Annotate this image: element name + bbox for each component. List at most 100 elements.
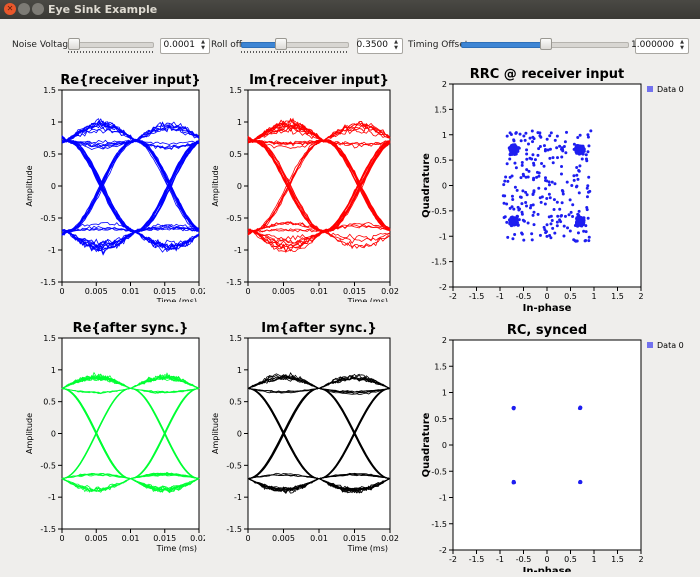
constellation-point [526,221,530,225]
constellation-point [559,172,563,176]
y-tick-label: -1.5 [431,520,447,529]
maximize-icon[interactable] [32,3,44,15]
constellation-point [553,182,557,186]
x-tick-label: 0 [245,534,250,543]
constellation-point [528,136,532,140]
close-icon[interactable]: ✕ [4,3,16,15]
constellation-point [572,142,576,146]
constellation-point [517,146,521,150]
constellation-point [553,138,557,142]
constellation-point [563,214,567,218]
x-axis-label: In-phase [523,303,572,312]
constellation-point [548,147,552,151]
constellation-point [573,239,577,243]
constellation-point [545,137,549,141]
constellation-point [574,185,578,189]
noise-voltage-slider[interactable] [68,38,154,53]
plot-title: Re{after sync.} [73,321,189,336]
x-tick-label: 0 [544,555,549,564]
constellation-point [573,223,577,227]
constellation-point [556,214,560,218]
constellation-point [525,168,529,172]
plot-area [247,89,391,283]
y-tick-label: 0.5 [229,150,242,159]
y-tick-label: -0.5 [226,214,242,223]
constellation-point [502,201,506,205]
y-tick-label: -1 [439,232,447,241]
x-axis-label: Time (ms) [347,297,388,302]
constellation-point [576,231,580,235]
roll-off-spinbox[interactable]: 0.3500 ▲ ▼ [357,38,403,54]
timing-offset-slider[interactable] [461,38,629,50]
constellation-point [575,173,579,177]
constellation-point [545,223,549,227]
constellation-point [543,228,547,232]
timing-offset-spinbox[interactable]: 1.000000 ▲ ▼ [631,38,689,54]
roll-off-label: Roll off [211,40,242,50]
eye-trace [61,230,200,256]
constellation-point [584,157,588,161]
noise-voltage-spinbox[interactable]: 0.0001 ▲ ▼ [160,38,210,54]
constellation-point [580,157,584,161]
x-axis-label: In-phase [523,566,572,572]
x-tick-label: -1 [496,555,504,564]
roll-off-value: 0.3500 [356,40,389,50]
constellation-point [520,202,524,206]
noise-voltage-value: 0.0001 [163,40,196,50]
plot-im-after-sync: Im{after sync.}1.510.50-0.5-1-1.50 0.005 0… [211,321,399,553]
constellation-point [546,148,550,152]
constellation-point [512,406,516,411]
plot-title: Im{receiver input} [249,73,389,88]
constellation-point [576,177,580,181]
eye-trace [247,123,391,143]
constellation-point [586,150,590,154]
constellation-point [589,129,593,133]
legend-swatch [647,86,653,92]
x-tick-label: 0.01 [310,287,328,296]
x-tick-label: 2 [638,555,643,564]
constellation-point [586,184,590,188]
constellation-point [502,183,506,187]
x-tick-label: 2 [638,292,643,301]
spin-arrows-icon[interactable]: ▲ ▼ [680,39,684,51]
constellation-point [558,207,562,211]
constellation-point [523,138,527,142]
eye-traces [247,117,391,254]
constellation-point [571,214,575,218]
x-tick-label: 0.5 [564,292,577,301]
constellation-point [510,174,514,178]
x-axis-label: Time (ms) [347,544,388,553]
eye-trace [247,142,391,252]
spin-arrows-icon[interactable]: ▲ ▼ [201,39,205,51]
constellation-point [587,144,591,148]
constellation-point [575,217,579,221]
constellation-point [537,174,541,178]
roll-off-slider[interactable] [241,38,349,53]
eye-trace [247,141,391,233]
constellation-point [555,146,559,150]
constellation-point [525,193,529,197]
constellation-point [566,226,570,230]
constellation-point [505,134,509,138]
eye-traces [247,372,391,495]
constellation-point [562,144,566,148]
constellation-point [513,161,517,165]
plot-re-receiver-input: Re{receiver input}1.510.50-0.5-1-1.50 0.0… [25,73,205,302]
y-tick-label: -0.5 [226,461,242,470]
y-tick-label: 1.5 [43,334,56,343]
constellation-point [582,147,586,151]
constellation-point [503,194,507,198]
constellation-point [511,237,515,241]
y-tick-label: 0 [237,430,242,439]
x-tick-label: -2 [449,555,457,564]
minimize-icon[interactable] [18,3,30,15]
constellation-point [549,222,553,226]
constellation-point [584,224,588,228]
timing-offset-value: 1.000000 [631,40,674,50]
x-tick-label: 0 [544,292,549,301]
x-tick-label: 0.015 [343,534,366,543]
y-tick-label: 0 [51,182,56,191]
constellation-point [530,232,534,236]
spin-arrows-icon[interactable]: ▲ ▼ [394,39,398,51]
plot-im-receiver-input: Im{receiver input}1.510.50-0.5-1-1.50 0.0… [211,73,399,302]
